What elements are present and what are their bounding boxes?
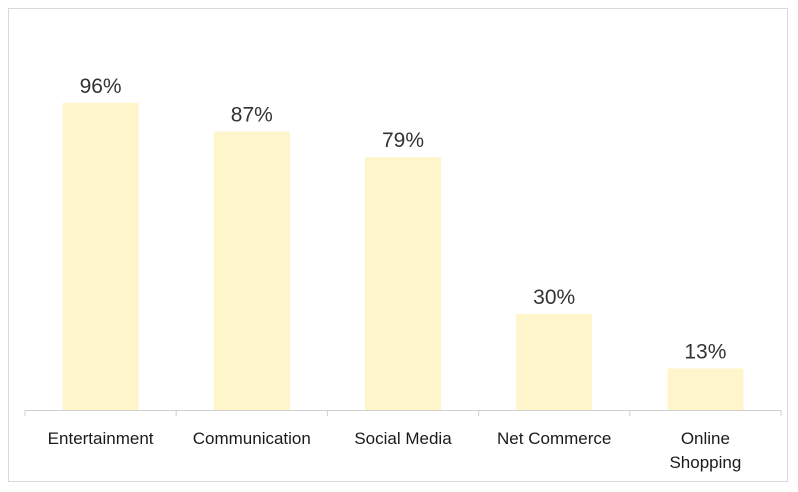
category-label-4-line-1: Shopping — [669, 453, 741, 472]
category-label-1: Communication — [193, 429, 311, 448]
data-label-0: 96% — [80, 75, 122, 98]
bar-2 — [365, 157, 441, 410]
bar-0 — [62, 102, 139, 411]
data-labels-group: 96% 87% 79% 30% 13% — [80, 75, 727, 364]
data-label-1: 87% — [231, 104, 273, 127]
data-label-3: 30% — [533, 286, 575, 309]
bar-4 — [667, 368, 744, 410]
category-label-4: Online Shopping — [669, 429, 741, 472]
category-label-4-line-0: Online — [681, 429, 730, 448]
category-label-2-line-0: Social Media — [354, 429, 452, 448]
data-label-4: 13% — [684, 340, 726, 363]
category-label-3: Net Commerce — [497, 429, 611, 448]
category-labels-group: Entertainment Communication Social Media Ne… — [48, 429, 742, 472]
category-label-0: Entertainment — [48, 429, 154, 448]
bars-group — [62, 102, 744, 411]
bar-1 — [213, 131, 290, 410]
data-label-2: 79% — [382, 129, 424, 152]
bar-3 — [516, 314, 593, 410]
category-label-2: Social Media — [354, 429, 452, 448]
x-axis — [24, 410, 782, 416]
category-label-3-line-0: Net Commerce — [497, 429, 611, 448]
category-label-1-line-0: Communication — [193, 429, 311, 448]
category-label-0-line-0: Entertainment — [48, 429, 154, 448]
